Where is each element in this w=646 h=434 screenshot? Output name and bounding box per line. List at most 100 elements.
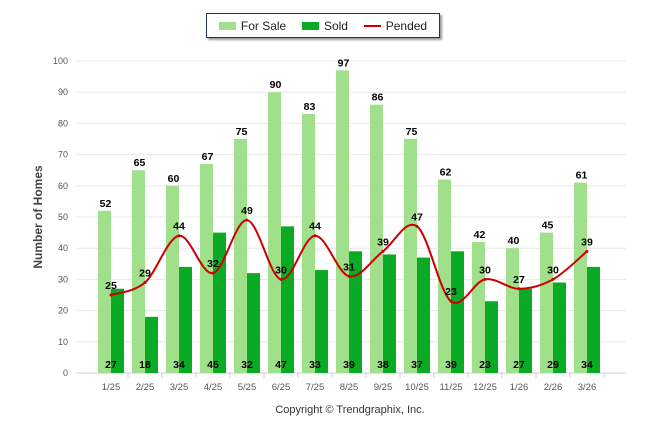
x-tick-label: 7/25 [306, 382, 325, 393]
label-pended: 30 [547, 264, 559, 276]
y-tick-label: 80 [58, 118, 68, 128]
x-tick-label: 3/26 [578, 382, 597, 393]
bar-sold [315, 270, 328, 373]
legend-item-pended[interactable]: Pended [363, 18, 428, 33]
point-pended [517, 287, 521, 291]
bar-for-sale [302, 114, 315, 373]
x-tick-label: 10/25 [405, 382, 429, 393]
label-for-sale: 61 [576, 170, 588, 182]
point-pended [483, 277, 487, 281]
label-sold: 39 [445, 359, 457, 371]
bar-for-sale [336, 70, 349, 374]
x-tick-label: 2/25 [136, 382, 155, 393]
label-pended: 39 [377, 236, 389, 248]
legend-label-for-sale: For Sale [240, 18, 287, 33]
y-tick-label: 40 [58, 243, 68, 253]
bar-sold [553, 282, 566, 373]
bar-for-sale [370, 104, 383, 374]
label-sold: 37 [411, 359, 423, 371]
label-pended: 27 [513, 274, 525, 286]
y-tick-label: 100 [53, 56, 68, 66]
bar-for-sale [98, 210, 111, 373]
x-tick-label: 12/25 [473, 382, 497, 393]
bar-for-sale [200, 163, 213, 373]
bar-sold [145, 316, 158, 373]
y-tick-label: 10 [58, 337, 68, 347]
x-tick-label: 1/25 [102, 382, 121, 393]
label-pended: 31 [343, 261, 355, 273]
label-for-sale: 90 [270, 79, 282, 91]
point-pended [279, 277, 283, 281]
bar-for-sale [234, 139, 247, 373]
label-for-sale: 75 [236, 126, 248, 138]
bar-for-sale [540, 232, 553, 373]
point-pended [177, 234, 181, 238]
bar-sold [587, 266, 600, 373]
y-tick-label: 0 [63, 368, 68, 378]
point-pended [449, 299, 453, 303]
legend-swatch-pended [363, 24, 381, 27]
x-tick-label: 6/25 [272, 382, 291, 393]
point-pended [585, 249, 589, 253]
legend-item-for-sale[interactable]: For Sale [218, 18, 287, 33]
y-axis-title: Number of Homes [31, 165, 45, 269]
y-tick-label: 90 [58, 87, 68, 97]
bar-sold [179, 266, 192, 373]
x-tick-label: 1/26 [510, 382, 529, 393]
label-for-sale: 45 [542, 220, 554, 232]
label-for-sale: 62 [440, 167, 452, 179]
label-sold: 32 [241, 359, 253, 371]
x-tick-label: 4/25 [204, 382, 223, 393]
label-for-sale: 60 [168, 173, 180, 185]
point-pended [415, 224, 419, 228]
label-pended: 44 [309, 221, 321, 233]
point-pended [109, 293, 113, 297]
bar-sold [247, 273, 260, 373]
point-pended [143, 281, 147, 285]
label-pended: 32 [207, 258, 219, 270]
point-pended [211, 271, 215, 275]
label-for-sale: 97 [338, 57, 350, 69]
bar-sold [213, 232, 226, 373]
label-for-sale: 52 [100, 198, 112, 210]
bar-for-sale [166, 185, 179, 373]
label-sold: 34 [581, 359, 593, 371]
bar-sold [349, 251, 362, 373]
y-tick-label: 20 [58, 306, 68, 316]
bar-for-sale [438, 179, 451, 373]
legend-label-pended: Pended [385, 18, 428, 33]
y-tick-label: 60 [58, 181, 68, 191]
copyright-footer: Copyright © Trendgraphix, Inc. [275, 404, 424, 416]
label-sold: 18 [139, 359, 151, 371]
label-for-sale: 75 [406, 126, 418, 138]
bar-for-sale [268, 92, 281, 373]
point-pended [245, 218, 249, 222]
label-sold: 34 [173, 359, 185, 371]
legend-label-sold: Sold [323, 18, 348, 33]
point-pended [347, 274, 351, 278]
bar-for-sale [574, 182, 587, 373]
bar-sold [383, 254, 396, 373]
label-sold: 45 [207, 359, 219, 371]
label-for-sale: 83 [304, 101, 316, 113]
point-pended [551, 277, 555, 281]
y-tick-label: 30 [58, 274, 68, 284]
x-tick-label: 3/25 [170, 382, 189, 393]
label-pended: 30 [275, 264, 287, 276]
label-pended: 39 [581, 236, 593, 248]
label-for-sale: 65 [134, 157, 146, 169]
y-tick-label: 50 [58, 212, 68, 222]
bar-sold [111, 288, 124, 373]
x-tick-label: 11/25 [439, 382, 462, 393]
x-tick-label: 9/25 [374, 382, 393, 393]
bar-for-sale [404, 139, 417, 373]
label-sold: 23 [479, 359, 491, 371]
label-pended: 23 [445, 286, 457, 298]
x-tick-label: 8/25 [340, 382, 359, 393]
legend-swatch-sold [301, 21, 319, 30]
legend-item-sold[interactable]: Sold [301, 18, 348, 33]
label-sold: 33 [309, 359, 321, 371]
bar-sold [451, 251, 464, 373]
bar-sold [417, 257, 430, 373]
